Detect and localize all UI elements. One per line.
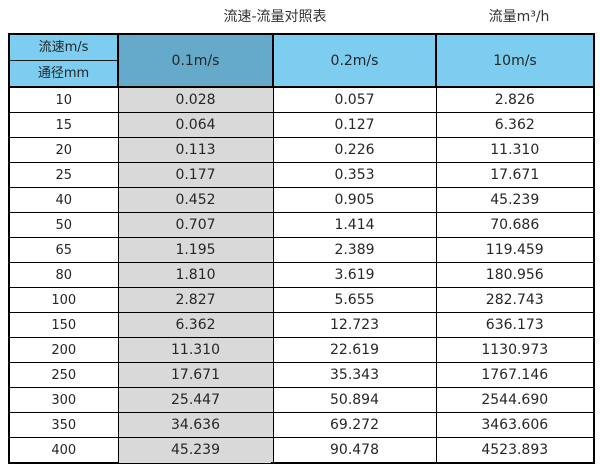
corner-velocity-label: 流速m/s: [38, 40, 89, 55]
flow-0p2-cell: 3.619: [272, 262, 437, 288]
flow-0p2-cell: 35.343: [272, 362, 437, 388]
table-row: 250 17.671 35.343 1767.146: [8, 362, 595, 388]
table-row: 100 2.827 5.655 282.743: [8, 287, 595, 313]
diameter-cell: 15: [8, 112, 119, 138]
flow-0p1-cell: 34.636: [117, 412, 274, 438]
column-header-0p2ms: 0.2m/s: [272, 33, 437, 88]
header-row: 流速m/s 通径mm 0.1m/s 0.2m/s 10m/s: [8, 33, 595, 88]
flow-0p1-cell: 11.310: [117, 337, 274, 363]
flow-10-cell: 70.686: [435, 212, 595, 238]
flow-0p1-cell: 0.064: [117, 112, 274, 138]
flow-10-cell: 3463.606: [435, 412, 595, 438]
flow-0p2-cell: 0.353: [272, 162, 437, 188]
table-row: 15 0.064 0.127 6.362: [8, 112, 595, 138]
table-row: 80 1.810 3.619 180.956: [8, 262, 595, 288]
flow-10-cell: 6.362: [435, 112, 595, 138]
flow-10-cell: 282.743: [435, 287, 595, 313]
flow-10-cell: 2544.690: [435, 387, 595, 413]
diameter-cell: 100: [8, 287, 119, 313]
flow-0p2-cell: 0.226: [272, 137, 437, 163]
corner-header-cell: 流速m/s 通径mm: [8, 33, 119, 88]
flow-10-cell: 1767.146: [435, 362, 595, 388]
table-row: 10 0.028 0.057 2.826: [8, 86, 595, 113]
diameter-cell: 150: [8, 312, 119, 338]
table-row: 400 45.239 90.478 4523.893: [8, 437, 595, 464]
flow-0p2-cell: 0.127: [272, 112, 437, 138]
flow-10-cell: 119.459: [435, 237, 595, 263]
flow-0p1-cell: 17.671: [117, 362, 274, 388]
highlight-column-tail: [119, 459, 271, 463]
flow-conversion-table: 流速m/s 通径mm 0.1m/s 0.2m/s 10m/s 10 0.028 0.…: [8, 33, 595, 464]
diameter-cell: 200: [8, 337, 119, 363]
flow-0p2-cell: 50.894: [272, 387, 437, 413]
flow-10-cell: 180.956: [435, 262, 595, 288]
diameter-cell: 50: [8, 212, 119, 238]
table-row: 350 34.636 69.272 3463.606: [8, 412, 595, 438]
diameter-cell: 250: [8, 362, 119, 388]
flow-0p2-cell: 12.723: [272, 312, 437, 338]
flow-10-cell: 4523.893: [435, 437, 595, 464]
flow-0p1-cell: 1.810: [117, 262, 274, 288]
column-header-10ms: 10m/s: [435, 33, 595, 88]
flow-0p2-cell: 0.905: [272, 187, 437, 213]
flow-10-cell: 636.173: [435, 312, 595, 338]
column-header-0p1ms: 0.1m/s: [117, 33, 274, 88]
flow-unit-label: 流量m³/h: [488, 9, 550, 25]
flow-0p1-cell: 6.362: [117, 312, 274, 338]
flow-10-cell: 11.310: [435, 137, 595, 163]
table-row: 65 1.195 2.389 119.459: [8, 237, 595, 263]
flow-10-cell: 17.671: [435, 162, 595, 188]
table-row: 200 11.310 22.619 1130.973: [8, 337, 595, 363]
flow-10-cell: 2.826: [435, 86, 595, 113]
diameter-cell: 300: [8, 387, 119, 413]
diameter-cell: 65: [8, 237, 119, 263]
corner-diameter-label: 通径mm: [10, 60, 117, 86]
table-body: 10 0.028 0.057 2.826 15 0.064 0.127 6.362 20 0.11…: [8, 86, 595, 464]
table-row: 50 0.707 1.414 70.686: [8, 212, 595, 238]
flow-0p2-cell: 69.272: [272, 412, 437, 438]
table-row: 300 25.447 50.894 2544.690: [8, 387, 595, 413]
diameter-cell: 40: [8, 187, 119, 213]
table-title: 流速-流量对照表: [223, 9, 327, 25]
flow-0p2-cell: 22.619: [272, 337, 437, 363]
flow-10-cell: 1130.973: [435, 337, 595, 363]
flow-0p2-cell: 2.389: [272, 237, 437, 263]
flow-0p1-cell: 0.177: [117, 162, 274, 188]
flow-0p1-cell: 0.452: [117, 187, 274, 213]
table-row: 150 6.362 12.723 636.173: [8, 312, 595, 338]
flow-0p2-cell: 90.478: [272, 437, 437, 464]
table-row: 20 0.113 0.226 11.310: [8, 137, 595, 163]
table-row: 25 0.177 0.353 17.671: [8, 162, 595, 188]
diameter-cell: 10: [8, 86, 119, 113]
diameter-cell: 25: [8, 162, 119, 188]
flow-0p2-cell: 0.057: [272, 86, 437, 113]
diameter-cell: 350: [8, 412, 119, 438]
diameter-cell: 80: [8, 262, 119, 288]
table-row: 40 0.452 0.905 45.239: [8, 187, 595, 213]
flow-0p1-cell: 0.028: [117, 86, 274, 113]
flow-0p2-cell: 5.655: [272, 287, 437, 313]
flow-0p1-cell: 1.195: [117, 237, 274, 263]
flow-0p1-cell: 25.447: [117, 387, 274, 413]
flow-0p1-cell: 2.827: [117, 287, 274, 313]
flow-0p2-cell: 1.414: [272, 212, 437, 238]
diameter-cell: 20: [8, 137, 119, 163]
diameter-cell: 400: [8, 437, 119, 464]
flow-10-cell: 45.239: [435, 187, 595, 213]
flow-0p1-cell: 0.707: [117, 212, 274, 238]
flow-0p1-cell: 0.113: [117, 137, 274, 163]
